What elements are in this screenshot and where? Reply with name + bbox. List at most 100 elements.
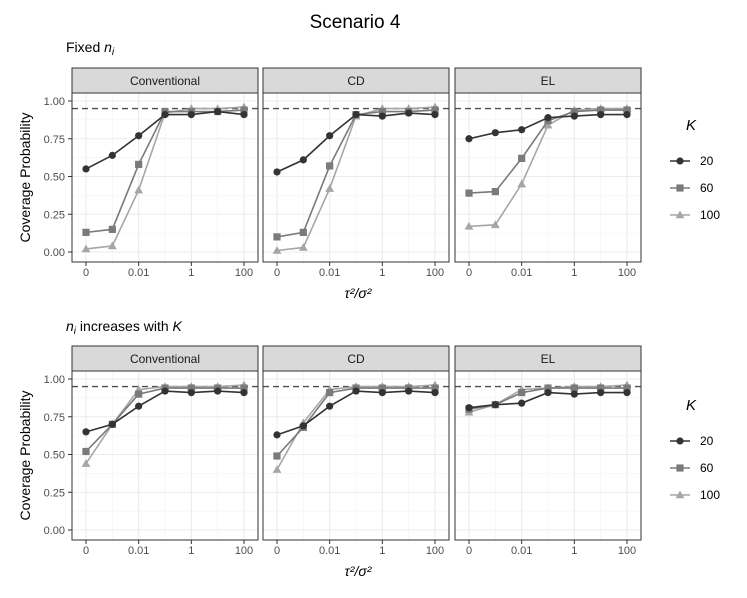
x-tick-label: 0.01 — [128, 545, 149, 557]
y-tick-label: 0.50 — [44, 172, 65, 184]
data-point-k60 — [378, 107, 386, 116]
data-point-k20 — [544, 114, 552, 122]
y-tick-label: 0.50 — [44, 450, 65, 462]
panel-strip — [262, 67, 450, 94]
panel-el: EL 0 0.01 1 100 — [454, 67, 642, 279]
x-tick-label: 100 — [426, 267, 444, 279]
data-point-k100 — [543, 120, 553, 129]
x-tick-label: 0 — [83, 267, 89, 279]
x-tick-label: 0 — [274, 267, 280, 279]
data-point-k60 — [273, 452, 281, 460]
data-point-k60 — [544, 384, 552, 392]
data-point-k100 — [272, 465, 282, 473]
data-point-k20 — [491, 401, 499, 409]
x-tick-label: 1 — [188, 545, 194, 557]
data-point-k60 — [570, 384, 578, 392]
x-tick-label: 0.01 — [128, 267, 149, 279]
data-point-k60 — [597, 106, 605, 114]
data-point-k20 — [161, 110, 169, 119]
data-point-k100 — [107, 241, 117, 250]
x-tick-label: 100 — [618, 545, 636, 557]
data-point-k20 — [135, 132, 143, 140]
data-point-k20 — [465, 135, 473, 143]
data-point-k60 — [273, 233, 281, 241]
data-point-k20 — [405, 109, 413, 117]
data-point-k20 — [623, 388, 631, 397]
data-point-k100 — [272, 246, 282, 254]
data-point-k20 — [378, 112, 386, 120]
x-tick-label: 0 — [83, 545, 89, 557]
data-point-k20 — [352, 387, 360, 395]
data-point-k100 — [81, 459, 91, 467]
data-point-k20 — [214, 387, 222, 395]
panel-conventional: Conventional 0 0.01 1 100 — [71, 345, 259, 557]
data-point-k20 — [299, 422, 307, 430]
y-tick-label: 1.00 — [44, 96, 65, 108]
data-point-k20 — [405, 387, 413, 395]
data-point-k60 — [240, 384, 248, 392]
data-point-k20 — [326, 132, 334, 140]
data-point-k60 — [82, 228, 90, 236]
x-tick-label: 1 — [379, 267, 385, 279]
data-point-k60 — [431, 384, 439, 392]
data-point-k20 — [491, 129, 499, 137]
chart-subtitle: Fixed ni — [66, 39, 115, 58]
chart-group-1: Fixed ni Coverage Probability 0.00 0.25 0.50… — [17, 39, 720, 301]
main-title: Scenario 4 — [310, 12, 401, 33]
y-tick-label: 0.75 — [44, 412, 65, 424]
x-tick-label: 0.01 — [511, 545, 532, 557]
panel-strip-label: Conventional — [130, 74, 200, 88]
y-tick-label: 0.75 — [44, 134, 65, 146]
y-tick-label: 1.00 — [44, 374, 65, 386]
panel-conventional: Conventional 0 0.01 1 100 — [71, 67, 259, 279]
data-point-k60 — [378, 384, 386, 392]
legend-label: 100 — [700, 208, 720, 222]
x-tick-label: 100 — [235, 545, 253, 557]
data-point-k20 — [273, 431, 281, 439]
legend-marker-k20 — [676, 157, 684, 165]
data-point-k20 — [240, 110, 248, 119]
legend-title: K — [686, 117, 697, 134]
x-tick-label: 1 — [571, 545, 577, 557]
y-tick-label: 0.25 — [44, 209, 65, 221]
x-tick-label: 100 — [618, 267, 636, 279]
y-tick-label: 0.00 — [44, 247, 65, 259]
legend-label: 20 — [700, 154, 714, 168]
x-axis-title: τ²/σ² — [345, 285, 373, 301]
data-point-k60 — [518, 154, 526, 162]
y-tick-label: 0.00 — [44, 525, 65, 537]
data-point-k20 — [570, 390, 578, 398]
panel-border — [262, 92, 450, 263]
legend-marker-k20 — [676, 437, 684, 445]
data-point-k20 — [82, 428, 90, 436]
legend-label: 20 — [700, 434, 714, 448]
data-point-k60 — [135, 160, 143, 169]
x-tick-label: 1 — [571, 267, 577, 279]
data-point-k20 — [161, 387, 169, 395]
data-point-k60 — [570, 107, 578, 116]
chart-group-2: ni increases with K Coverage Probability 0… — [17, 318, 720, 579]
data-point-k20 — [518, 126, 526, 134]
data-point-k60 — [326, 388, 334, 397]
data-point-k100 — [134, 185, 144, 194]
data-point-k60 — [240, 106, 248, 114]
data-point-k20 — [431, 110, 439, 119]
panel-border — [454, 370, 642, 541]
x-tick-label: 0.01 — [319, 545, 340, 557]
x-tick-label: 0.01 — [319, 267, 340, 279]
legend-marker-k60 — [676, 184, 684, 192]
panel-border — [262, 370, 450, 541]
data-point-k60 — [187, 384, 195, 392]
data-point-k20 — [623, 110, 631, 119]
x-tick-label: 0.01 — [511, 267, 532, 279]
data-point-k100 — [490, 220, 500, 229]
data-point-k20 — [82, 165, 90, 173]
panel-strip — [454, 345, 642, 372]
data-point-k60 — [108, 225, 116, 233]
x-tick-label: 1 — [379, 545, 385, 557]
data-point-k60 — [135, 390, 143, 398]
data-point-k60 — [623, 106, 631, 114]
data-point-k20 — [135, 402, 143, 410]
y-tick-label: 0.25 — [44, 487, 65, 499]
